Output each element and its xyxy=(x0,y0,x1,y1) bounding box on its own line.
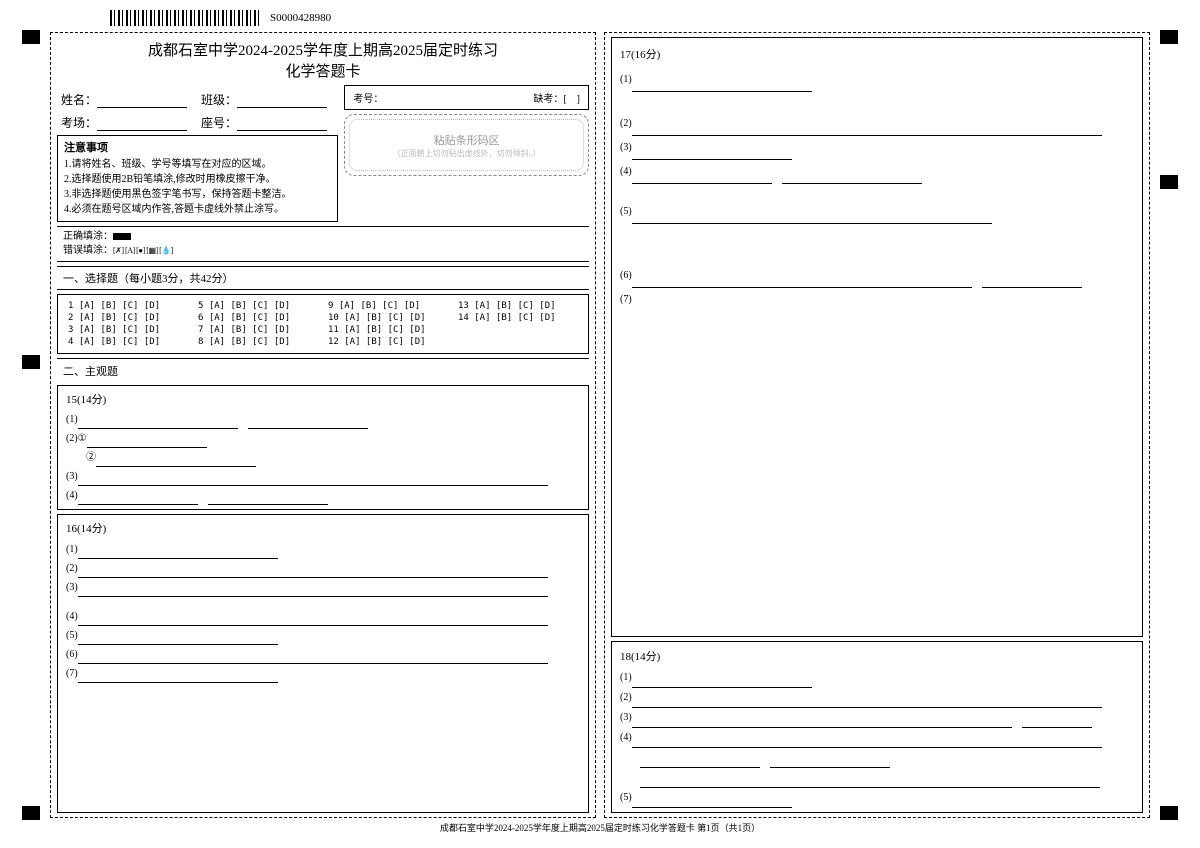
wrong-fill-label: 错误填涂： xyxy=(63,245,113,256)
mc-row[interactable]: 4 [A] [B] [C] [D] xyxy=(68,337,188,347)
answer-line[interactable]: (3) xyxy=(620,136,1134,160)
notice-item: 1.请将姓名、班级、学号等填写在对应的区域。 xyxy=(64,157,331,172)
title-block: 成都石室中学2024-2025学年度上期高2025届定时练习 化学答题卡 xyxy=(57,37,589,81)
mc-row[interactable]: 9 [A] [B] [C] [D] xyxy=(328,301,448,311)
mc-row[interactable] xyxy=(458,337,578,347)
barcode-area: S0000428980 xyxy=(110,10,331,26)
reg-marker xyxy=(22,355,40,369)
room-label: 考场： xyxy=(61,114,97,131)
right-column: 17(16分) (1) (2) (3) (4) (5) (6) (7) 18(1… xyxy=(604,32,1150,818)
answer-line[interactable]: (2) xyxy=(620,688,1134,708)
notice-item: 2.选择题使用2B铅笔填涂,修改时用橡皮擦干净。 xyxy=(64,172,331,187)
wrong-fill-examples: [✗] [A] [●] [▦] [💧] xyxy=(113,246,173,255)
answer-line[interactable]: (4) xyxy=(66,486,580,505)
reg-marker xyxy=(22,30,40,44)
title-line2: 化学答题卡 xyxy=(57,60,589,81)
mc-row[interactable]: 14 [A] [B] [C] [D] xyxy=(458,313,578,323)
mc-row[interactable]: 3 [A] [B] [C] [D] xyxy=(68,325,188,335)
q16-box: 16(14分) (1) (2) (3) (4) (5) (6) (7) xyxy=(57,514,589,813)
reg-marker xyxy=(1160,806,1178,820)
name-field[interactable] xyxy=(97,94,187,108)
answer-sheet: 成都石室中学2024-2025学年度上期高2025届定时练习 化学答题卡 姓名：… xyxy=(50,32,1150,818)
answer-line[interactable]: (1) xyxy=(620,68,1134,92)
answer-line[interactable] xyxy=(620,768,1134,788)
answer-line[interactable]: (4) xyxy=(66,607,580,626)
answer-line[interactable]: (5) xyxy=(620,200,1134,224)
mc-row[interactable]: 2 [A] [B] [C] [D] xyxy=(68,313,188,323)
q15-box: 15(14分) (1) (2)① ② (3) (4) xyxy=(57,385,589,511)
mc-row[interactable]: 10 [A] [B] [C] [D] xyxy=(328,313,448,323)
reg-marker xyxy=(22,806,40,820)
reg-marker xyxy=(1160,30,1178,44)
mc-row[interactable]: 8 [A] [B] [C] [D] xyxy=(198,337,318,347)
title-line1: 成都石室中学2024-2025学年度上期高2025届定时练习 xyxy=(57,39,589,60)
answer-line[interactable]: (1) xyxy=(620,668,1134,688)
answer-line[interactable]: (2) xyxy=(620,112,1134,136)
q15-header: 15(14分) xyxy=(66,390,580,411)
page-footer: 成都石室中学2024-2025学年度上期高2025届定时练习化学答题卡 第1页（… xyxy=(0,821,1200,834)
left-column: 成都石室中学2024-2025学年度上期高2025届定时练习 化学答题卡 姓名：… xyxy=(50,32,596,818)
answer-line[interactable]: (2)① xyxy=(66,429,580,448)
q17-box: 17(16分) (1) (2) (3) (4) (5) (6) (7) xyxy=(611,37,1143,637)
answer-line[interactable]: (5) xyxy=(620,788,1134,808)
barcode-icon xyxy=(110,10,260,26)
seat-label: 座号： xyxy=(201,114,237,131)
mc-block: 1 [A] [B] [C] [D] 5 [A] [B] [C] [D] 9 [A… xyxy=(57,294,589,354)
reg-marker xyxy=(1160,175,1178,189)
answer-line[interactable]: ② xyxy=(66,448,580,467)
q17-header: 17(16分) xyxy=(620,42,1134,68)
room-field[interactable] xyxy=(97,117,187,131)
answer-line[interactable]: (3) xyxy=(66,578,580,597)
mc-row[interactable]: 6 [A] [B] [C] [D] xyxy=(198,313,318,323)
notice-item: 3.非选择题使用黑色签字笔书写，保持答题卡整洁。 xyxy=(64,187,331,202)
notice-item: 4.必须在题号区域内作答,答题卡虚线外禁止涂写。 xyxy=(64,202,331,217)
barcode-zone-title: 粘贴条形码区 xyxy=(434,132,500,148)
answer-line[interactable]: (4) xyxy=(620,160,1134,184)
answer-line[interactable]: (2) xyxy=(66,559,580,578)
answer-line[interactable]: (6) xyxy=(620,264,1134,288)
q16-header: 16(14分) xyxy=(66,519,580,540)
mc-row[interactable]: 1 [A] [B] [C] [D] xyxy=(68,301,188,311)
answer-line[interactable]: (5) xyxy=(66,626,580,645)
answer-line[interactable]: (4) xyxy=(620,728,1134,748)
class-label: 班级： xyxy=(201,91,237,108)
answer-line[interactable]: (1) xyxy=(66,540,580,559)
answer-line[interactable] xyxy=(620,748,1134,768)
subj-section-header: 二、主观题 xyxy=(57,358,589,381)
barcode-zone-sub: （正面朝上切勿贴出虚线外，切勿倾斜。） xyxy=(393,148,541,159)
filled-bubble-icon xyxy=(113,233,131,240)
answer-line[interactable]: (3) xyxy=(620,708,1134,728)
class-field[interactable] xyxy=(237,94,327,108)
exam-number-box: 考号： 缺考：[ ] xyxy=(344,85,589,110)
seat-field[interactable] xyxy=(237,117,327,131)
mc-section-header: 一、选择题（每小题3分，共42分） xyxy=(57,266,589,290)
exam-number-label: 考号： xyxy=(353,90,383,105)
answer-line[interactable]: (6) xyxy=(66,645,580,664)
q18-header: 18(14分) xyxy=(620,646,1134,668)
mc-row[interactable] xyxy=(458,325,578,335)
mc-row[interactable]: 13 [A] [B] [C] [D] xyxy=(458,301,578,311)
mc-row[interactable]: 12 [A] [B] [C] [D] xyxy=(328,337,448,347)
answer-line[interactable]: (7) xyxy=(620,288,1134,312)
q18-box: 18(14分) (1) (2) (3) (4) (5) xyxy=(611,641,1143,813)
name-label: 姓名： xyxy=(61,91,97,108)
barcode-paste-zone: 粘贴条形码区 （正面朝上切勿贴出虚线外，切勿倾斜。） xyxy=(344,114,589,176)
mc-row[interactable]: 5 [A] [B] [C] [D] xyxy=(198,301,318,311)
barcode-number: S0000428980 xyxy=(270,12,331,24)
mc-row[interactable]: 7 [A] [B] [C] [D] xyxy=(198,325,318,335)
notice-box: 注意事项 1.请将姓名、班级、学号等填写在对应的区域。 2.选择题使用2B铅笔填… xyxy=(57,135,338,222)
absent-label: 缺考：[ ] xyxy=(533,90,580,105)
answer-line[interactable]: (1) xyxy=(66,410,580,429)
fill-guide: 正确填涂： 错误填涂：[✗] [A] [●] [▦] [💧] xyxy=(57,226,589,262)
mc-row[interactable]: 11 [A] [B] [C] [D] xyxy=(328,325,448,335)
correct-fill-label: 正确填涂： xyxy=(63,231,113,242)
answer-line[interactable]: (3) xyxy=(66,467,580,486)
notice-header: 注意事项 xyxy=(64,140,331,157)
answer-line[interactable]: (7) xyxy=(66,664,580,683)
